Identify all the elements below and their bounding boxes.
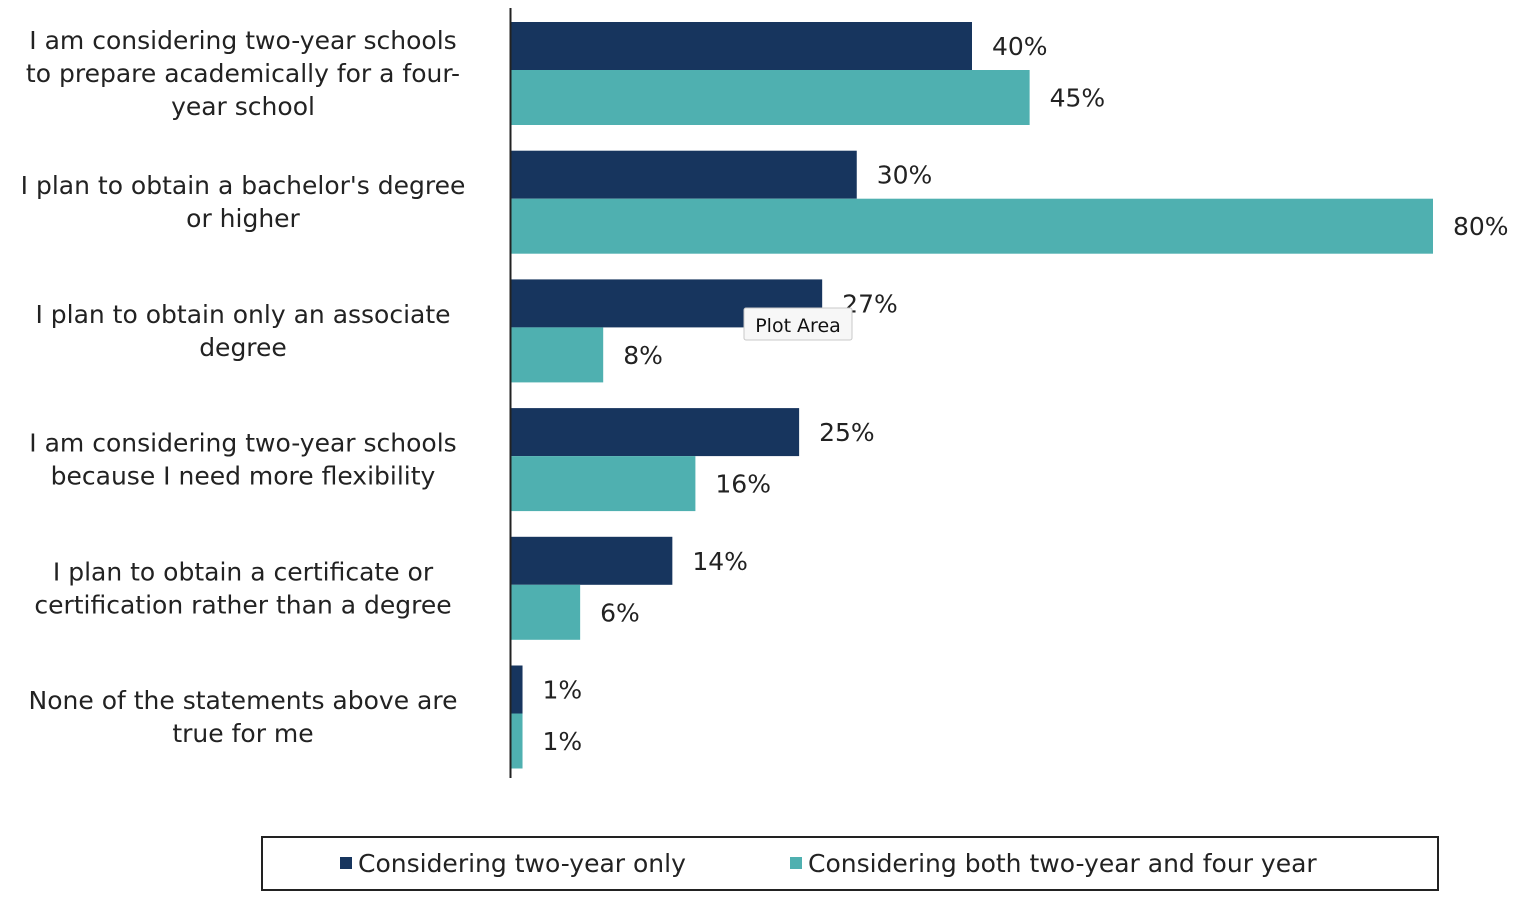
bar-two-year-only <box>511 665 523 714</box>
tooltip-text: Plot Area <box>755 315 841 337</box>
category-label-line: year school <box>171 92 315 121</box>
category-label: I am considering two-year schools because… <box>29 429 456 491</box>
category-label-line: I plan to obtain only an associate <box>35 300 450 329</box>
legend: Considering two-year only Considering bot… <box>261 836 1439 891</box>
data-label: 40% <box>992 32 1048 61</box>
category-label-line: I plan to obtain a bachelor's degree <box>21 171 466 200</box>
legend-label: Considering both two-year and four year <box>808 849 1317 878</box>
tooltip-box <box>743 307 853 341</box>
category-label-line: degree <box>199 333 287 362</box>
data-label: 80% <box>1453 212 1509 241</box>
legend-swatch <box>790 857 802 869</box>
bar-both <box>511 70 1030 125</box>
category-label-line: certification rather than a degree <box>34 590 451 619</box>
data-label: 6% <box>600 598 640 627</box>
data-label: 1% <box>543 727 583 756</box>
bar-two-year-only <box>511 536 673 585</box>
data-label: 16% <box>715 470 771 499</box>
category-label-line: to prepare academically for a four- <box>26 59 460 88</box>
category-label-line: I plan to obtain a certificate or <box>53 557 434 586</box>
category-label-line: I am considering two-year schools <box>29 429 456 458</box>
bar-both <box>511 327 604 383</box>
data-label: 14% <box>692 547 748 576</box>
data-label: 30% <box>877 161 933 190</box>
bar-both <box>511 198 1433 254</box>
category-label: I plan to obtain a bachelor's degree or h… <box>21 171 466 233</box>
data-label: 45% <box>1050 84 1106 113</box>
category-label-line: or higher <box>186 204 300 233</box>
category-label: I plan to obtain a certificate or certifi… <box>34 557 451 619</box>
data-label: 25% <box>819 418 875 447</box>
category-label: I am considering two-year schools to prep… <box>26 26 460 121</box>
plot-area-tooltip: Plot Area <box>743 307 853 341</box>
category-label-line: I am considering two-year schools <box>29 26 456 55</box>
data-label: 8% <box>623 341 663 370</box>
bar-both <box>511 456 696 512</box>
bar-two-year-only <box>511 150 857 199</box>
bar-both <box>511 713 523 769</box>
legend-swatch <box>340 857 352 869</box>
data-label: 1% <box>543 676 583 705</box>
bar-both <box>511 584 581 640</box>
category-label: None of the statements above are true for… <box>29 686 458 748</box>
category-label: I plan to obtain only an associate degree <box>35 300 450 362</box>
category-label-line: None of the statements above are <box>29 686 458 715</box>
bar-two-year-only <box>511 22 972 70</box>
legend-label: Considering two-year only <box>358 849 686 878</box>
bar-two-year-only <box>511 408 800 457</box>
category-label-line: true for me <box>172 719 313 748</box>
category-label-line: because I need more flexibility <box>51 462 436 491</box>
legend-box <box>261 836 1439 891</box>
